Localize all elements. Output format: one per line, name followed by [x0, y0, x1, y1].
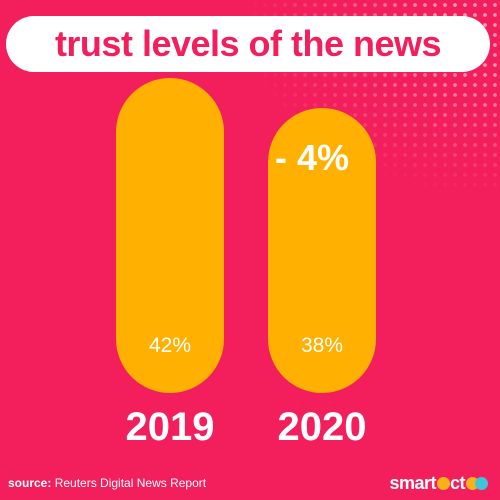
data-label-2019: 42% — [149, 334, 191, 357]
chart-title: trust levels of the news — [54, 23, 442, 64]
bar-2019 — [116, 78, 224, 393]
source-footer: source: Reuters Digital News Report — [8, 476, 206, 490]
category-label-2020: 2020 — [278, 405, 367, 449]
data-label-2020: 38% — [301, 334, 343, 357]
logo-text-2: ct — [449, 472, 466, 493]
change-annotation: - 4% — [275, 137, 349, 178]
smartocto-logo: smart ct — [389, 472, 488, 493]
source-text: Reuters Digital News Report — [54, 476, 207, 490]
title-pill: trust levels of the news — [6, 16, 490, 72]
logo-o-mark — [436, 476, 450, 490]
category-label-2019: 2019 — [126, 405, 215, 449]
logo-text: smart — [389, 472, 436, 493]
bar-2020 — [268, 108, 376, 393]
logo-oo-mark — [466, 476, 488, 490]
source-label: source: — [8, 476, 52, 490]
